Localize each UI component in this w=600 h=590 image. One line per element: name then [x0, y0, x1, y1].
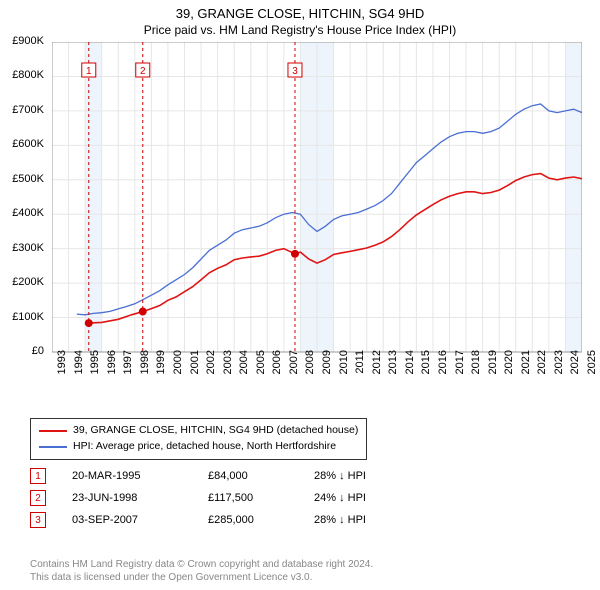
y-axis-tick-label: £600K [0, 138, 44, 150]
event-marker-icon: 1 [30, 468, 46, 484]
footer-line: This data is licensed under the Open Gov… [30, 571, 373, 584]
x-axis-tick-label: 2004 [238, 350, 250, 380]
x-axis-tick-label: 2024 [569, 350, 581, 380]
sale-event-row: 1 20-MAR-1995 £84,000 28% ↓ HPI [30, 468, 366, 484]
chart-title: 39, GRANGE CLOSE, HITCHIN, SG4 9HD [0, 6, 600, 23]
event-delta: 28% ↓ HPI [314, 514, 366, 526]
sale-event-row: 3 03-SEP-2007 £285,000 28% ↓ HPI [30, 512, 366, 528]
x-axis-tick-label: 2020 [503, 350, 515, 380]
svg-text:1: 1 [86, 66, 92, 77]
event-date: 23-JUN-1998 [72, 492, 182, 504]
event-price: £84,000 [208, 470, 288, 482]
x-axis-tick-label: 2015 [420, 350, 432, 380]
x-axis-tick-label: 1996 [106, 350, 118, 380]
x-axis-tick-label: 2009 [321, 350, 333, 380]
x-axis-tick-label: 2022 [536, 350, 548, 380]
x-axis-tick-label: 2011 [354, 350, 366, 380]
x-axis-tick-label: 2019 [487, 350, 499, 380]
event-delta: 24% ↓ HPI [314, 492, 366, 504]
event-date: 20-MAR-1995 [72, 470, 182, 482]
legend-item: 39, GRANGE CLOSE, HITCHIN, SG4 9HD (deta… [39, 423, 358, 439]
x-axis-tick-label: 2008 [304, 350, 316, 380]
x-axis-tick-label: 2025 [586, 350, 598, 380]
legend-label: HPI: Average price, detached house, Nort… [73, 439, 336, 455]
sale-event-row: 2 23-JUN-1998 £117,500 24% ↓ HPI [30, 490, 366, 506]
chart-subtitle: Price paid vs. HM Land Registry's House … [0, 23, 600, 37]
y-axis-tick-label: £700K [0, 104, 44, 116]
event-price: £285,000 [208, 514, 288, 526]
legend-swatch [39, 430, 67, 432]
x-axis-tick-label: 2005 [255, 350, 267, 380]
legend-item: HPI: Average price, detached house, Nort… [39, 439, 358, 455]
x-axis-tick-label: 2021 [520, 350, 532, 380]
legend-swatch [39, 446, 67, 448]
chart-area: 1 2 3 £0 £100K £200K £300K £400K £500K £600K £700… [0, 42, 600, 402]
x-axis-tick-label: 1999 [155, 350, 167, 380]
x-axis-tick-label: 2016 [437, 350, 449, 380]
line-chart-svg: 1 2 3 [52, 42, 582, 382]
x-axis-tick-label: 2014 [404, 350, 416, 380]
svg-text:2: 2 [140, 66, 146, 77]
y-axis-tick-label: £400K [0, 207, 44, 219]
x-axis-tick-label: 2000 [172, 350, 184, 380]
y-axis-tick-label: £200K [0, 276, 44, 288]
y-axis-tick-label: £800K [0, 69, 44, 81]
event-marker-icon: 2 [30, 490, 46, 506]
event-date: 03-SEP-2007 [72, 514, 182, 526]
x-axis-tick-label: 1997 [122, 350, 134, 380]
event-price: £117,500 [208, 492, 288, 504]
legend: 39, GRANGE CLOSE, HITCHIN, SG4 9HD (deta… [30, 418, 367, 460]
x-axis-tick-label: 2010 [338, 350, 350, 380]
x-axis-tick-label: 2007 [288, 350, 300, 380]
y-axis-tick-label: £900K [0, 35, 44, 47]
x-axis-tick-label: 2017 [454, 350, 466, 380]
footer-line: Contains HM Land Registry data © Crown c… [30, 558, 373, 571]
x-axis-tick-label: 2018 [470, 350, 482, 380]
y-axis-tick-label: £300K [0, 242, 44, 254]
footer-attribution: Contains HM Land Registry data © Crown c… [30, 558, 373, 584]
x-axis-tick-label: 2003 [222, 350, 234, 380]
event-delta: 28% ↓ HPI [314, 470, 366, 482]
x-axis-tick-label: 2012 [371, 350, 383, 380]
sale-events-table: 1 20-MAR-1995 £84,000 28% ↓ HPI 2 23-JUN… [30, 462, 366, 534]
x-axis-tick-label: 1993 [56, 350, 68, 380]
x-axis-tick-label: 2013 [387, 350, 399, 380]
x-axis-tick-label: 1994 [73, 350, 85, 380]
legend-label: 39, GRANGE CLOSE, HITCHIN, SG4 9HD (deta… [73, 423, 358, 439]
y-axis-tick-label: £0 [0, 345, 44, 357]
x-axis-tick-label: 2002 [205, 350, 217, 380]
x-axis-tick-label: 2023 [553, 350, 565, 380]
x-axis-tick-label: 2001 [189, 350, 201, 380]
y-axis-tick-label: £500K [0, 173, 44, 185]
svg-text:3: 3 [292, 66, 298, 77]
event-marker-icon: 3 [30, 512, 46, 528]
x-axis-tick-label: 1998 [139, 350, 151, 380]
x-axis-tick-label: 1995 [89, 350, 101, 380]
y-axis-tick-label: £100K [0, 311, 44, 323]
x-axis-tick-label: 2006 [271, 350, 283, 380]
